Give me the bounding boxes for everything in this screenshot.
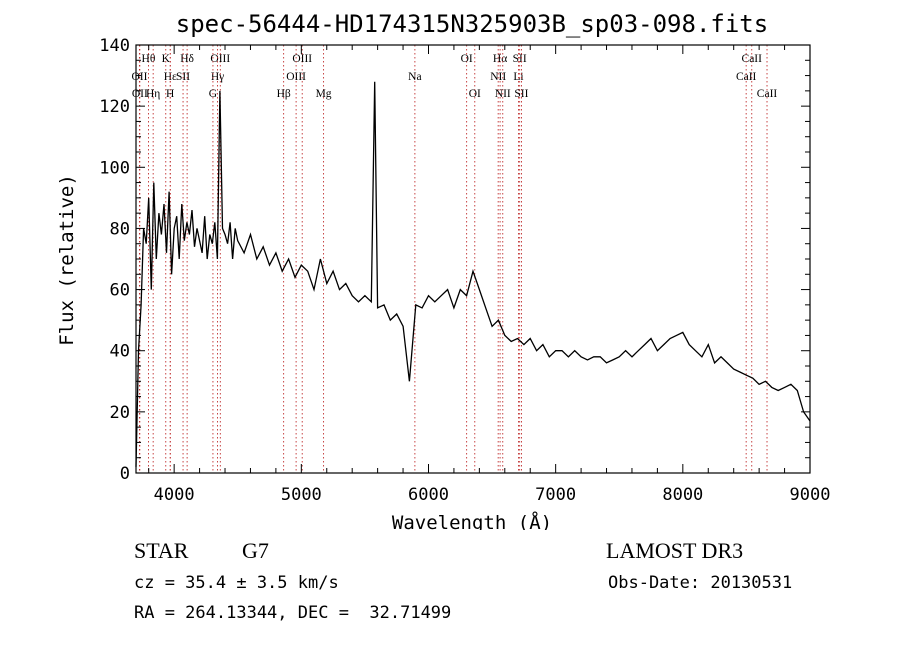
y-tick-label: 40 — [110, 342, 130, 362]
x-tick-label: 5000 — [281, 485, 322, 505]
object-subclass: G7 — [242, 538, 269, 563]
line-label: OIII — [286, 71, 306, 83]
line-label: Na — [408, 71, 421, 83]
line-label: OI — [461, 53, 473, 65]
x-axis-ticks: 4000 5000 6000 7000 8000 9000 — [148, 45, 831, 505]
line-label: SII — [513, 53, 527, 65]
line-label: Li — [513, 71, 523, 83]
line-label: Hη — [146, 88, 160, 100]
x-tick-label: 7000 — [535, 485, 576, 505]
line-label: Hβ — [277, 88, 291, 100]
y-tick-label: 80 — [110, 219, 130, 239]
spectrum-line — [135, 81, 811, 467]
line-label: CaII — [736, 71, 757, 83]
line-label: H — [166, 88, 174, 100]
x-tick-label: 4000 — [154, 485, 195, 505]
line-label: Hδ — [180, 53, 194, 65]
y-tick-label: 100 — [99, 158, 130, 178]
line-label: Mg — [316, 88, 332, 100]
line-label: K — [162, 53, 171, 65]
y-axis-ticks: 0 20 40 60 80 100 120 140 — [99, 36, 810, 484]
line-label: NII — [495, 88, 511, 100]
survey-name: LAMOST DR3 — [606, 538, 744, 563]
x-tick-label: 6000 — [408, 485, 449, 505]
line-label: CaII — [757, 88, 778, 100]
y-tick-label: 120 — [99, 97, 130, 117]
line-label: G — [209, 88, 217, 100]
x-tick-label: 8000 — [662, 485, 703, 505]
y-tick-label: 140 — [99, 36, 130, 56]
object-type: STAR — [134, 538, 189, 563]
line-label: OIII — [210, 53, 230, 65]
line-label: SII — [176, 71, 190, 83]
chart-title: spec-56444-HD174315N325903B_sp03-098.fit… — [176, 10, 768, 38]
x-tick-label: 9000 — [790, 485, 831, 505]
y-tick-label: 60 — [110, 281, 130, 301]
y-tick-label: 0 — [120, 464, 130, 484]
line-label: CaII — [742, 53, 763, 65]
line-label: Hθ — [142, 53, 156, 65]
line-label: OI — [469, 88, 481, 100]
redshift-cz: cz = 35.4 ± 3.5 km/s — [134, 573, 339, 593]
x-axis-label: Wavelength (Å) — [392, 511, 552, 530]
y-tick-label: 20 — [110, 403, 130, 423]
observation-date: Obs-Date: 20130531 — [608, 573, 793, 593]
spectral-line-markers: HθOIIOIIKHεHηHHδSIIOIIIHγGHβOIIIOIIIMgNa… — [131, 45, 777, 473]
y-axis-label: Flux (relative) — [56, 174, 78, 346]
line-label: OIII — [292, 53, 312, 65]
line-label: NII — [490, 71, 506, 83]
spectrum-chart: spec-56444-HD174315N325903B_sp03-098.fit… — [56, 10, 831, 530]
line-label: Hα — [493, 53, 507, 65]
line-label: SII — [514, 88, 528, 100]
coordinates-ra-dec: RA = 264.13344, DEC = 32.71499 — [134, 603, 452, 623]
plot-frame — [135, 44, 811, 474]
line-label: Hγ — [211, 71, 224, 83]
